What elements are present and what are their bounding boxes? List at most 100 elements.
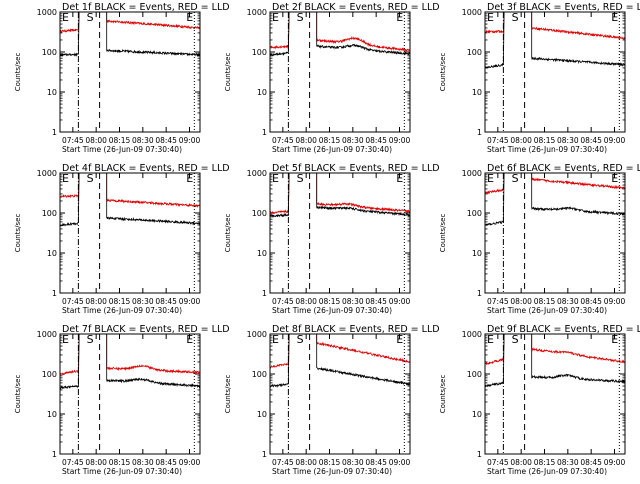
- marker-label-e-end: E: [396, 11, 403, 24]
- y-tick-label: 1: [262, 128, 267, 137]
- plot-frame: [59, 172, 201, 294]
- x-tick-label: 08:30: [557, 136, 579, 145]
- x-tick-label: 08:30: [557, 458, 579, 467]
- events-series-line: [269, 172, 290, 218]
- plot-frame: [269, 11, 411, 133]
- x-tick-label: 08:30: [342, 458, 364, 467]
- x-tick-label: 07:45: [62, 458, 84, 467]
- marker-label-e-end: E: [611, 11, 618, 24]
- y-axis-label: Counts/sec: [439, 214, 447, 253]
- x-tick-label: 07:45: [487, 297, 509, 306]
- panel-title: Det 1f BLACK = Events, RED = LLD: [62, 2, 230, 13]
- x-tick-label: 08:15: [109, 136, 131, 145]
- marker-label-s: S: [297, 11, 304, 24]
- x-axis-label: Start Time (26-Jun-09 07:30:40): [272, 467, 392, 476]
- lld-series-line: [59, 11, 80, 33]
- lld-series-line: [484, 172, 505, 195]
- y-tick-label: 1000: [37, 169, 57, 178]
- x-tick-label: 08:45: [365, 458, 387, 467]
- events-series-line: [531, 173, 626, 216]
- x-axis-label: Start Time (26-Jun-09 07:30:40): [487, 306, 607, 315]
- x-tick-label: 08:45: [155, 297, 177, 306]
- panel-title: Det 7f BLACK = Events, RED = LLD: [62, 324, 230, 335]
- events-series-line: [106, 334, 201, 389]
- lld-series-line: [269, 333, 290, 369]
- x-tick-label: 08:00: [85, 458, 107, 467]
- x-tick-label: 08:15: [319, 297, 341, 306]
- y-tick-label: 100: [42, 48, 57, 57]
- y-tick-label: 1000: [462, 169, 482, 178]
- panel-4: Det 4f BLACK = Events, RED = LLD Counts/s…: [14, 163, 230, 315]
- marker-label-s: S: [297, 172, 304, 185]
- events-series-line: [59, 172, 80, 227]
- plot-frame: [484, 333, 626, 455]
- x-tick-label: 09:00: [179, 297, 201, 306]
- y-tick-label: 1: [477, 450, 482, 459]
- x-tick-label: 08:00: [295, 458, 317, 467]
- marker-label-e: E: [62, 11, 69, 24]
- panel-3: Det 3f BLACK = Events, RED = LLD Counts/s…: [439, 2, 640, 154]
- lld-series-line: [316, 334, 411, 363]
- lld-series-line: [531, 173, 626, 190]
- y-tick-label: 100: [42, 209, 57, 218]
- y-tick-label: 1: [262, 450, 267, 459]
- x-tick-label: 08:30: [132, 136, 154, 145]
- y-tick-label: 10: [257, 249, 267, 258]
- x-tick-label: 09:00: [389, 297, 411, 306]
- x-tick-label: 08:15: [319, 136, 341, 145]
- plot-frame: [59, 11, 201, 133]
- events-series-line: [484, 11, 505, 69]
- lld-series-line: [531, 334, 626, 364]
- x-tick-label: 09:00: [179, 136, 201, 145]
- y-axis-label: Counts/sec: [439, 53, 447, 92]
- x-tick-label: 08:00: [295, 136, 317, 145]
- marker-label-e: E: [62, 333, 69, 346]
- marker-label-e: E: [487, 172, 494, 185]
- y-tick-label: 1000: [247, 330, 267, 339]
- x-tick-label: 08:15: [534, 458, 556, 467]
- y-tick-label: 1000: [247, 169, 267, 178]
- x-axis-label: Start Time (26-Jun-09 07:30:40): [62, 145, 182, 154]
- y-tick-label: 10: [47, 88, 57, 97]
- marker-label-e: E: [272, 172, 279, 185]
- y-tick-label: 1000: [247, 8, 267, 17]
- x-tick-label: 08:30: [132, 458, 154, 467]
- events-series-line: [106, 173, 201, 226]
- plot-frame: [269, 333, 411, 455]
- x-axis-label: Start Time (26-Jun-09 07:30:40): [62, 306, 182, 315]
- marker-label-s: S: [512, 172, 519, 185]
- x-tick-label: 08:00: [85, 136, 107, 145]
- x-tick-label: 08:15: [534, 136, 556, 145]
- x-axis-label: Start Time (26-Jun-09 07:30:40): [487, 145, 607, 154]
- x-tick-label: 08:00: [510, 136, 532, 145]
- marker-label-s: S: [512, 11, 519, 24]
- events-series-line: [269, 333, 290, 389]
- y-tick-label: 10: [472, 410, 482, 419]
- lld-series-line: [269, 172, 290, 215]
- events-series-line: [106, 12, 200, 58]
- x-tick-label: 08:15: [534, 297, 556, 306]
- y-axis-label: Counts/sec: [14, 375, 22, 414]
- events-series-line: [316, 173, 411, 217]
- panel-6: Det 6f BLACK = Events, RED = LLD Counts/s…: [439, 163, 640, 315]
- lld-series-line: [106, 173, 201, 208]
- panel-9: Det 9f BLACK = Events, RED = LLD Counts/s…: [439, 324, 640, 476]
- marker-label-e: E: [272, 11, 279, 24]
- marker-label-e-end: E: [186, 172, 193, 185]
- events-series-line: [531, 334, 626, 384]
- marker-label-s: S: [87, 172, 94, 185]
- events-series-line: [484, 333, 505, 388]
- x-tick-label: 07:45: [272, 297, 294, 306]
- panel-title: Det 6f BLACK = Events, RED = LLD: [487, 163, 640, 174]
- y-tick-label: 100: [42, 370, 57, 379]
- marker-label-e-end: E: [396, 333, 403, 346]
- marker-label-e-end: E: [186, 333, 193, 346]
- x-axis-label: Start Time (26-Jun-09 07:30:40): [62, 467, 182, 476]
- x-tick-label: 08:00: [85, 297, 107, 306]
- x-tick-label: 08:30: [557, 297, 579, 306]
- y-tick-label: 10: [47, 249, 57, 258]
- lld-series-line: [106, 334, 201, 375]
- y-tick-label: 100: [467, 209, 482, 218]
